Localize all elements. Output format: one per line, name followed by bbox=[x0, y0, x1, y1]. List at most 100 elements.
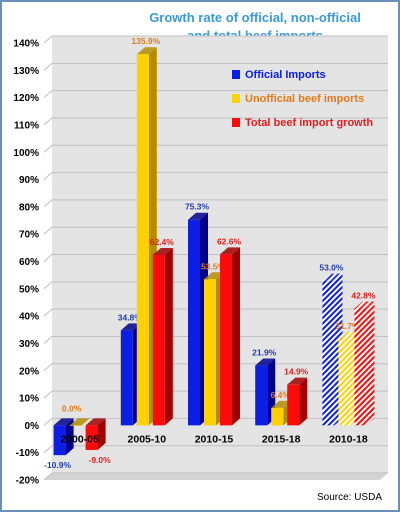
bar bbox=[354, 301, 375, 426]
gridline bbox=[43, 199, 388, 208]
bar-front bbox=[204, 279, 216, 426]
data-label: 75.3% bbox=[185, 202, 210, 212]
data-label: 62.4% bbox=[150, 237, 175, 247]
legend-swatch bbox=[232, 94, 240, 103]
y-tick-label: 130% bbox=[13, 66, 39, 77]
y-tick-label: 60% bbox=[19, 257, 39, 268]
bar bbox=[53, 418, 74, 456]
y-tick-label: 10% bbox=[19, 394, 39, 405]
gridline bbox=[43, 226, 388, 235]
plot-floor bbox=[44, 473, 388, 480]
y-tick-label: 70% bbox=[19, 230, 39, 241]
data-label: 42.8% bbox=[351, 290, 376, 300]
data-label: 14.9% bbox=[284, 367, 309, 377]
y-tick-label: 120% bbox=[13, 93, 39, 104]
gridline bbox=[43, 144, 388, 153]
data-label: -9.0% bbox=[88, 455, 111, 465]
gridline bbox=[43, 254, 388, 262]
gridline bbox=[43, 35, 388, 44]
gridline bbox=[43, 445, 388, 454]
bar bbox=[152, 247, 173, 426]
bar-top bbox=[338, 331, 359, 339]
y-tick-label: 40% bbox=[19, 312, 39, 323]
gridline bbox=[43, 363, 388, 372]
data-label: -10.9% bbox=[44, 460, 71, 470]
bar-top bbox=[220, 247, 240, 255]
bar-top bbox=[204, 272, 224, 280]
bar-side bbox=[97, 418, 106, 450]
bar-front bbox=[255, 365, 268, 426]
bar bbox=[287, 377, 308, 426]
bar-front bbox=[322, 280, 335, 426]
y-tick-label: 90% bbox=[19, 175, 39, 186]
bar-top bbox=[152, 247, 173, 255]
legend-label: Official Imports bbox=[245, 69, 326, 81]
bar-top bbox=[287, 377, 308, 385]
bar-front bbox=[354, 308, 367, 426]
data-label: 6.4% bbox=[271, 390, 291, 400]
data-label: 31.7% bbox=[335, 321, 360, 331]
bar-side bbox=[232, 247, 240, 426]
data-label: 34.8% bbox=[118, 312, 143, 322]
bar-front bbox=[220, 254, 232, 426]
y-tick-label: 110% bbox=[14, 120, 39, 131]
source-note: Source: USDA bbox=[317, 492, 382, 503]
y-tick-label: 140% bbox=[13, 39, 39, 50]
bar-front bbox=[85, 425, 98, 450]
gridline bbox=[43, 472, 388, 481]
y-tick-label: 50% bbox=[19, 284, 39, 295]
bar-top bbox=[322, 273, 343, 281]
bar-front bbox=[271, 407, 284, 426]
legend-label: Unofficial beef imports bbox=[245, 93, 364, 105]
bar-top bbox=[188, 212, 208, 220]
x-tick-label: 2015-18 bbox=[262, 433, 301, 445]
legend-swatch bbox=[232, 70, 240, 79]
bar-top bbox=[354, 301, 375, 309]
gridline bbox=[43, 308, 388, 317]
gridline bbox=[43, 172, 388, 180]
x-tick-label: 2010-18 bbox=[329, 433, 368, 445]
data-label: 53.5% bbox=[201, 261, 226, 271]
x-tick-label: 2000-05 bbox=[60, 433, 99, 445]
gridline bbox=[43, 117, 388, 126]
data-label: 53.0% bbox=[319, 263, 344, 273]
bar-front bbox=[188, 219, 200, 426]
bar-top bbox=[120, 323, 141, 331]
x-tick-label: 2010-15 bbox=[195, 433, 234, 445]
bar-front bbox=[69, 425, 82, 426]
data-label: 135.9% bbox=[131, 36, 160, 46]
bar-top bbox=[271, 400, 292, 408]
bar-front bbox=[53, 425, 66, 456]
data-label: 0.0% bbox=[62, 403, 82, 413]
x-tick-label: 2005-10 bbox=[128, 433, 167, 445]
gridline bbox=[43, 90, 388, 99]
bar-top bbox=[53, 418, 74, 426]
bar-front bbox=[287, 384, 300, 426]
legend-label: Total beef import growth bbox=[245, 117, 373, 129]
bar-top bbox=[69, 418, 90, 426]
bar-side bbox=[164, 247, 173, 426]
data-label: 62.6% bbox=[217, 236, 242, 246]
bar bbox=[85, 418, 106, 450]
gridline bbox=[43, 62, 388, 71]
data-label: 21.9% bbox=[252, 348, 277, 358]
gridline bbox=[43, 390, 388, 399]
bar-top bbox=[136, 47, 157, 55]
gridline bbox=[43, 335, 388, 344]
y-tick-label: 20% bbox=[19, 366, 39, 377]
y-tick-label: 80% bbox=[19, 202, 39, 213]
y-tick-label: 0% bbox=[25, 421, 40, 432]
bar-front bbox=[120, 330, 133, 426]
gridline bbox=[43, 281, 388, 290]
chart-title-line-1: Growth rate of official, non-official bbox=[149, 10, 361, 25]
bar-front bbox=[136, 54, 149, 426]
legend-swatch bbox=[232, 118, 240, 127]
y-tick-label: 100% bbox=[13, 148, 39, 159]
bar-top bbox=[85, 418, 106, 426]
bar-side bbox=[366, 301, 375, 426]
y-tick-label: -10% bbox=[16, 448, 39, 459]
bar-side bbox=[65, 418, 74, 456]
y-tick-label: -20% bbox=[16, 476, 39, 487]
bar-side bbox=[299, 377, 308, 426]
